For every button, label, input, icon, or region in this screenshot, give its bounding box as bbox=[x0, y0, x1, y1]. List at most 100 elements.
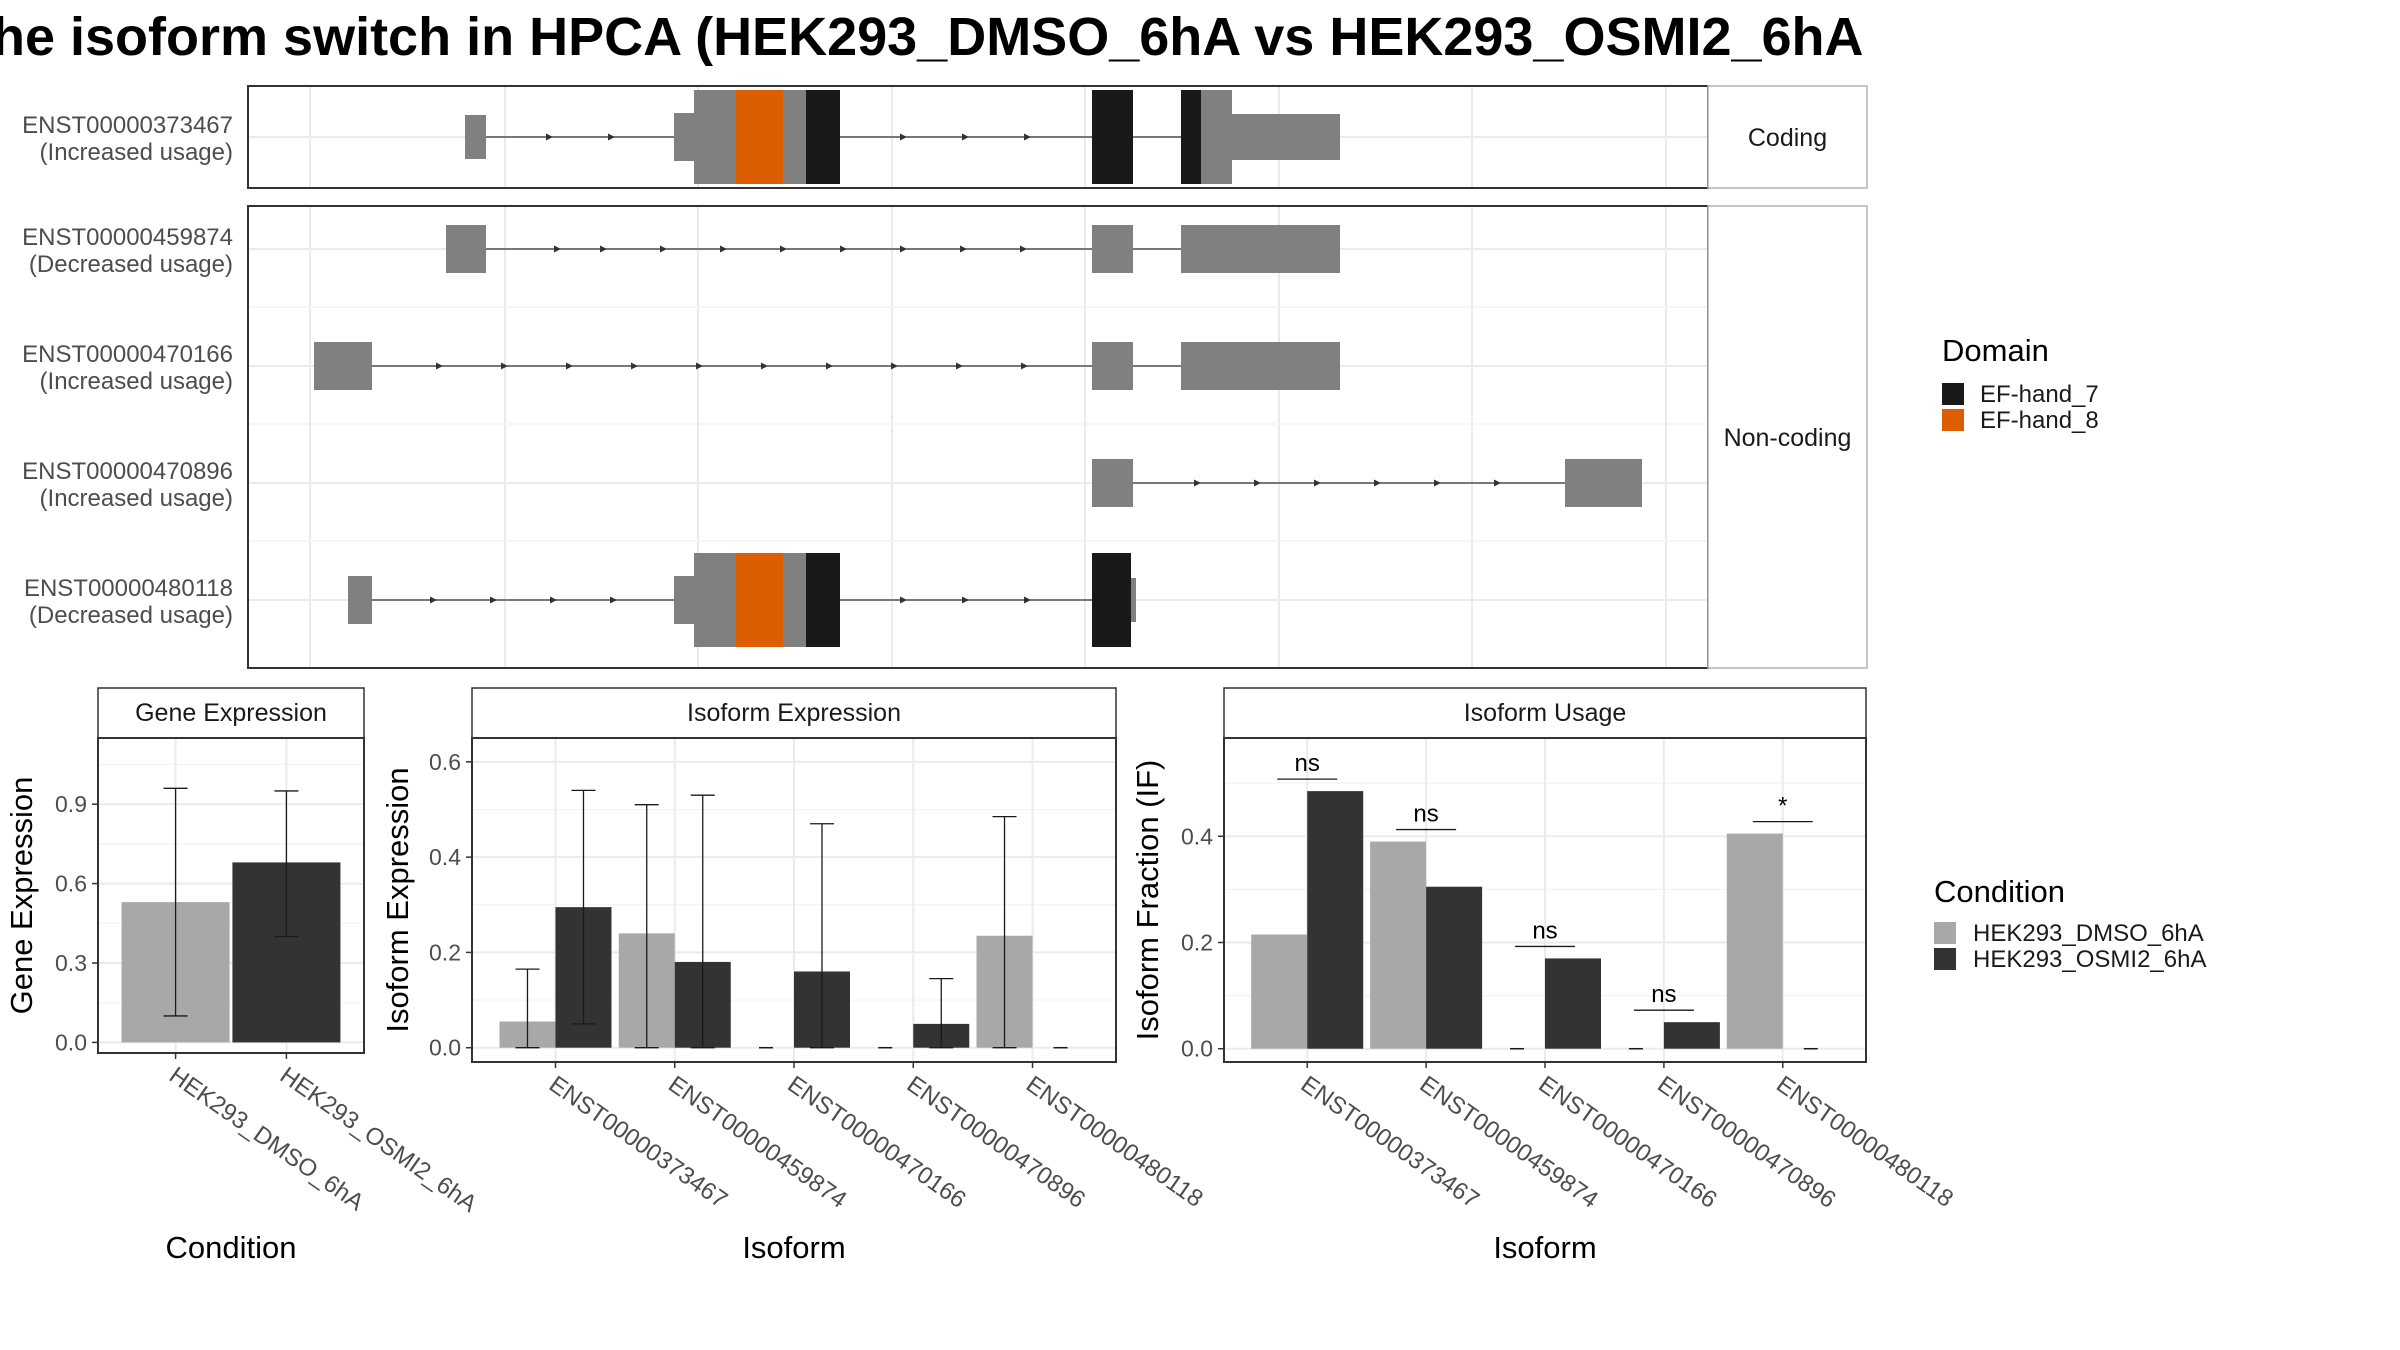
utr-exon bbox=[1232, 114, 1340, 160]
transcript-id-label: ENST00000459874 bbox=[22, 224, 233, 251]
panel-strip-label: Isoform Usage bbox=[1464, 699, 1627, 727]
strand-arrow bbox=[1024, 133, 1031, 141]
domain-legend-title: Domain bbox=[1942, 333, 2049, 368]
panel-strip bbox=[97, 687, 365, 739]
transcript-usage-label: (Increased usage) bbox=[40, 139, 233, 166]
bar bbox=[1426, 886, 1483, 1049]
y-axis-title: Isoform Fraction (IF) bbox=[1130, 760, 1165, 1041]
facet-strip-label: Non-coding bbox=[1724, 424, 1852, 452]
noncoding-exon bbox=[1092, 342, 1133, 390]
strand-arrow bbox=[546, 133, 553, 141]
coding-exon bbox=[783, 90, 806, 184]
domain-ef-hand-7 bbox=[1092, 553, 1131, 647]
significance-label: ns bbox=[1651, 981, 1676, 1008]
strand-arrow bbox=[1254, 479, 1261, 487]
y-axis-title: Gene Expression bbox=[4, 777, 39, 1015]
noncoding-exon bbox=[1092, 225, 1133, 273]
noncoding-exon bbox=[1181, 225, 1340, 273]
domain-legend-label: EF-hand_7 bbox=[1980, 381, 2099, 408]
noncoding-exon bbox=[348, 576, 372, 624]
strand-arrow bbox=[550, 596, 557, 604]
noncoding-exon bbox=[446, 225, 486, 273]
y-tick-label: 0.4 bbox=[429, 844, 461, 870]
domain-ef-hand-8 bbox=[736, 90, 783, 184]
panel-strip-label: Isoform Expression bbox=[687, 699, 901, 727]
bar bbox=[1370, 841, 1427, 1049]
x-axis-title: Condition bbox=[166, 1230, 297, 1265]
noncoding-exon bbox=[1131, 578, 1136, 622]
noncoding-exon bbox=[1092, 459, 1133, 507]
strand-arrow bbox=[610, 596, 617, 604]
significance-label: ns bbox=[1295, 750, 1320, 777]
strand-arrow bbox=[962, 596, 969, 604]
condition-legend-title: Condition bbox=[1934, 874, 2065, 909]
y-axis-title: Isoform Expression bbox=[380, 767, 415, 1032]
noncoding-exon bbox=[314, 342, 372, 390]
transcript-id-label: ENST00000480118 bbox=[24, 575, 233, 602]
y-tick-label: 0.0 bbox=[429, 1035, 461, 1061]
transcript-id-label: ENST00000470166 bbox=[22, 341, 233, 368]
domain-ef-hand-7 bbox=[806, 553, 840, 647]
domain-ef-hand-7 bbox=[806, 90, 840, 184]
noncoding-exon bbox=[1565, 459, 1642, 507]
noncoding-exon bbox=[783, 553, 806, 647]
strand-arrow bbox=[490, 596, 497, 604]
strand-arrow bbox=[608, 133, 615, 141]
y-tick-label: 0.6 bbox=[55, 871, 87, 897]
y-tick-label: 0.0 bbox=[1181, 1036, 1213, 1062]
transcript-id-label: ENST00000470896 bbox=[22, 458, 233, 485]
transcript-usage-label: (Increased usage) bbox=[40, 368, 233, 395]
coding-exon bbox=[694, 90, 736, 184]
condition-legend-label: HEK293_DMSO_6hA bbox=[1973, 920, 2204, 947]
strand-arrow bbox=[1194, 479, 1201, 487]
strand-arrow bbox=[1494, 479, 1501, 487]
panel-strip-label: Gene Expression bbox=[135, 699, 327, 727]
transcript-id-label: ENST00000373467 bbox=[22, 112, 233, 139]
strand-arrow bbox=[900, 245, 907, 253]
noncoding-exon bbox=[1181, 342, 1340, 390]
strand-arrow bbox=[660, 245, 667, 253]
condition-legend-label: HEK293_OSMI2_6hA bbox=[1973, 946, 2206, 973]
strand-arrow bbox=[1434, 479, 1441, 487]
x-tick-label: HEK293_OSMI2_6hA bbox=[275, 1062, 482, 1218]
bar bbox=[1251, 934, 1308, 1049]
y-tick-label: 0.4 bbox=[1181, 823, 1213, 849]
noncoding-exon bbox=[674, 576, 694, 624]
strand-arrow bbox=[436, 362, 443, 370]
noncoding-exon bbox=[694, 553, 736, 647]
figure-title: he isoform switch in HPCA (HEK293_DMSO_6… bbox=[0, 7, 1864, 67]
panel-strip bbox=[471, 687, 1117, 739]
y-tick-label: 0.2 bbox=[1181, 929, 1213, 955]
y-tick-label: 0.3 bbox=[55, 950, 87, 976]
y-tick-label: 0.6 bbox=[429, 749, 461, 775]
condition-legend-key bbox=[1934, 922, 1956, 944]
y-tick-label: 0.0 bbox=[55, 1029, 87, 1055]
bar bbox=[1307, 791, 1364, 1049]
strand-arrow bbox=[900, 133, 907, 141]
domain-legend-label: EF-hand_8 bbox=[1980, 407, 2099, 434]
strand-arrow bbox=[600, 245, 607, 253]
strand-arrow bbox=[1374, 479, 1381, 487]
strand-arrow bbox=[720, 245, 727, 253]
strand-arrow bbox=[780, 245, 787, 253]
x-tick-label: HEK293_DMSO_6hA bbox=[164, 1062, 369, 1216]
facet-strip bbox=[1707, 205, 1868, 669]
strand-arrow bbox=[962, 133, 969, 141]
significance-label: ns bbox=[1413, 801, 1438, 828]
coding-exon bbox=[1201, 90, 1232, 184]
utr-exon bbox=[674, 113, 694, 161]
strand-arrow bbox=[566, 362, 573, 370]
strand-arrow bbox=[501, 362, 508, 370]
condition-legend-key bbox=[1934, 948, 1956, 970]
strand-arrow bbox=[631, 362, 638, 370]
strand-arrow bbox=[900, 596, 907, 604]
strand-arrow bbox=[554, 245, 561, 253]
strand-arrow bbox=[761, 362, 768, 370]
x-axis-title: Isoform bbox=[742, 1230, 845, 1265]
y-tick-label: 0.9 bbox=[55, 791, 87, 817]
strand-arrow bbox=[826, 362, 833, 370]
x-axis-title: Isoform bbox=[1493, 1230, 1596, 1265]
facet-strip-label: Coding bbox=[1748, 124, 1827, 152]
domain-ef-hand-7 bbox=[1092, 90, 1133, 184]
